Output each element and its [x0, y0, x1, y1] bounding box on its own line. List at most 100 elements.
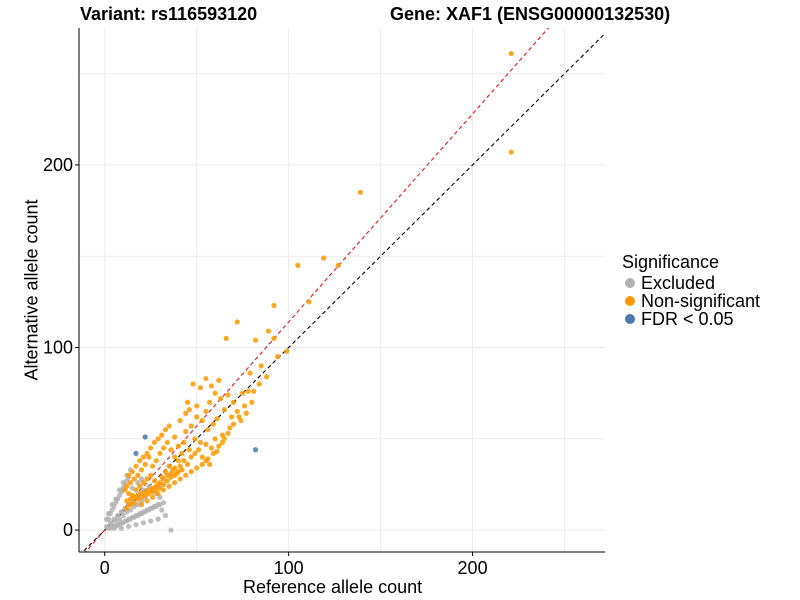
point-non-significant-95 [199, 454, 205, 460]
point-non-significant-44 [188, 423, 194, 429]
point-non-significant-20 [184, 399, 191, 405]
point-non-significant-122 [162, 427, 169, 433]
point-excluded-63 [103, 516, 110, 522]
legend-label-excluded: Excluded [641, 272, 716, 293]
point-non-significant-142 [124, 505, 130, 511]
point-non-significant-153 [164, 478, 170, 484]
point-non-significant-15 [197, 385, 203, 391]
point-non-significant-50 [186, 447, 192, 453]
point-excluded-68 [120, 480, 126, 486]
point-non-significant-62 [172, 454, 178, 460]
y-tick-label-0: 0 [63, 520, 73, 540]
legend-label-fdr: FDR < 0.05 [641, 308, 734, 329]
point-non-significant-16 [203, 375, 209, 382]
point-non-significant-43 [194, 414, 200, 420]
point-non-significant-164 [247, 370, 253, 376]
point-non-significant-77 [133, 487, 139, 493]
point-excluded-71 [111, 525, 117, 531]
x-axis-label: Reference allele count [243, 577, 423, 597]
point-non-significant-91 [184, 461, 191, 467]
point-non-significant-27 [234, 408, 240, 415]
point-non-significant-123 [166, 423, 172, 429]
point-excluded-9 [120, 512, 126, 519]
point-non-significant-41 [205, 427, 211, 433]
point-excluded-62 [168, 527, 174, 533]
point-non-significant-2 [357, 189, 363, 195]
point-non-significant-120 [155, 436, 161, 442]
reference-line-fit [84, 28, 550, 552]
point-non-significant-40 [212, 436, 218, 442]
point-non-significant-68 [142, 461, 148, 467]
grid-lines [79, 28, 605, 552]
point-non-significant-35 [221, 406, 227, 413]
point-excluded-72 [118, 525, 124, 531]
point-non-significant-38 [227, 425, 233, 431]
point-non-significant-137 [199, 461, 205, 467]
point-non-significant-144 [131, 500, 137, 506]
legend-title: Significance [622, 252, 720, 272]
legend-key-non-significant [625, 296, 635, 306]
data-points [103, 50, 514, 533]
point-non-significant-22 [203, 408, 209, 415]
point-non-significant-58 [157, 450, 163, 457]
point-non-significant-48 [175, 443, 181, 449]
point-non-significant-61 [168, 447, 174, 453]
point-non-significant-24 [218, 396, 224, 402]
point-non-significant-69 [138, 467, 145, 473]
point-non-significant-163 [256, 381, 262, 387]
point-non-significant-49 [181, 439, 187, 446]
point-excluded-77 [155, 516, 161, 522]
point-non-significant-97 [206, 461, 213, 467]
point-excluded-61 [155, 501, 161, 508]
point-non-significant-0 [508, 50, 514, 57]
point-non-significant-23 [206, 399, 213, 405]
point-non-significant-18 [212, 390, 218, 396]
series-fdr-0-05 [133, 434, 259, 457]
point-non-significant-72 [127, 480, 134, 486]
point-non-significant-12 [271, 335, 277, 341]
legend-label-non-significant: Non-significant [641, 290, 761, 311]
point-non-significant-157 [179, 467, 185, 473]
y-axis-label: Alternative allele count [21, 199, 42, 381]
point-non-significant-131 [166, 483, 172, 489]
point-non-significant-94 [195, 447, 202, 453]
point-non-significant-63 [175, 458, 181, 464]
point-non-significant-111 [172, 465, 178, 471]
point-non-significant-128 [149, 494, 156, 500]
point-non-significant-31 [249, 399, 255, 405]
point-non-significant-134 [183, 472, 189, 478]
point-non-significant-21 [194, 403, 200, 409]
point-non-significant-159 [236, 414, 242, 420]
point-excluded-76 [148, 518, 154, 524]
point-non-significant-17 [208, 383, 215, 389]
point-non-significant-65 [153, 458, 159, 464]
point-non-significant-29 [245, 388, 251, 394]
point-non-significant-125 [186, 406, 192, 413]
reference-lines [81, 28, 605, 552]
point-non-significant-45 [183, 428, 189, 435]
point-non-significant-92 [188, 454, 194, 460]
point-non-significant-155 [172, 472, 178, 478]
point-non-significant-36 [214, 416, 220, 422]
x-tick-label-200: 200 [458, 558, 488, 578]
point-excluded-47 [161, 500, 167, 506]
point-non-significant-8 [234, 319, 240, 325]
point-excluded-65 [109, 501, 115, 508]
point-non-significant-158 [230, 421, 237, 427]
point-non-significant-60 [164, 439, 170, 446]
point-non-significant-124 [183, 410, 189, 416]
point-non-significant-141 [221, 436, 227, 442]
series-excluded [103, 467, 174, 533]
point-excluded-75 [140, 520, 146, 526]
point-non-significant-151 [157, 485, 163, 491]
point-non-significant-14 [190, 381, 196, 387]
point-non-significant-46 [177, 417, 183, 424]
point-non-significant-7 [271, 302, 277, 309]
point-non-significant-165 [275, 354, 281, 360]
point-non-significant-81 [148, 472, 154, 478]
point-non-significant-136 [194, 465, 200, 471]
point-non-significant-93 [192, 450, 198, 457]
point-non-significant-132 [172, 480, 178, 486]
chart-title-gene: Gene: XAF1 (ENSG00000132530) [390, 4, 671, 24]
